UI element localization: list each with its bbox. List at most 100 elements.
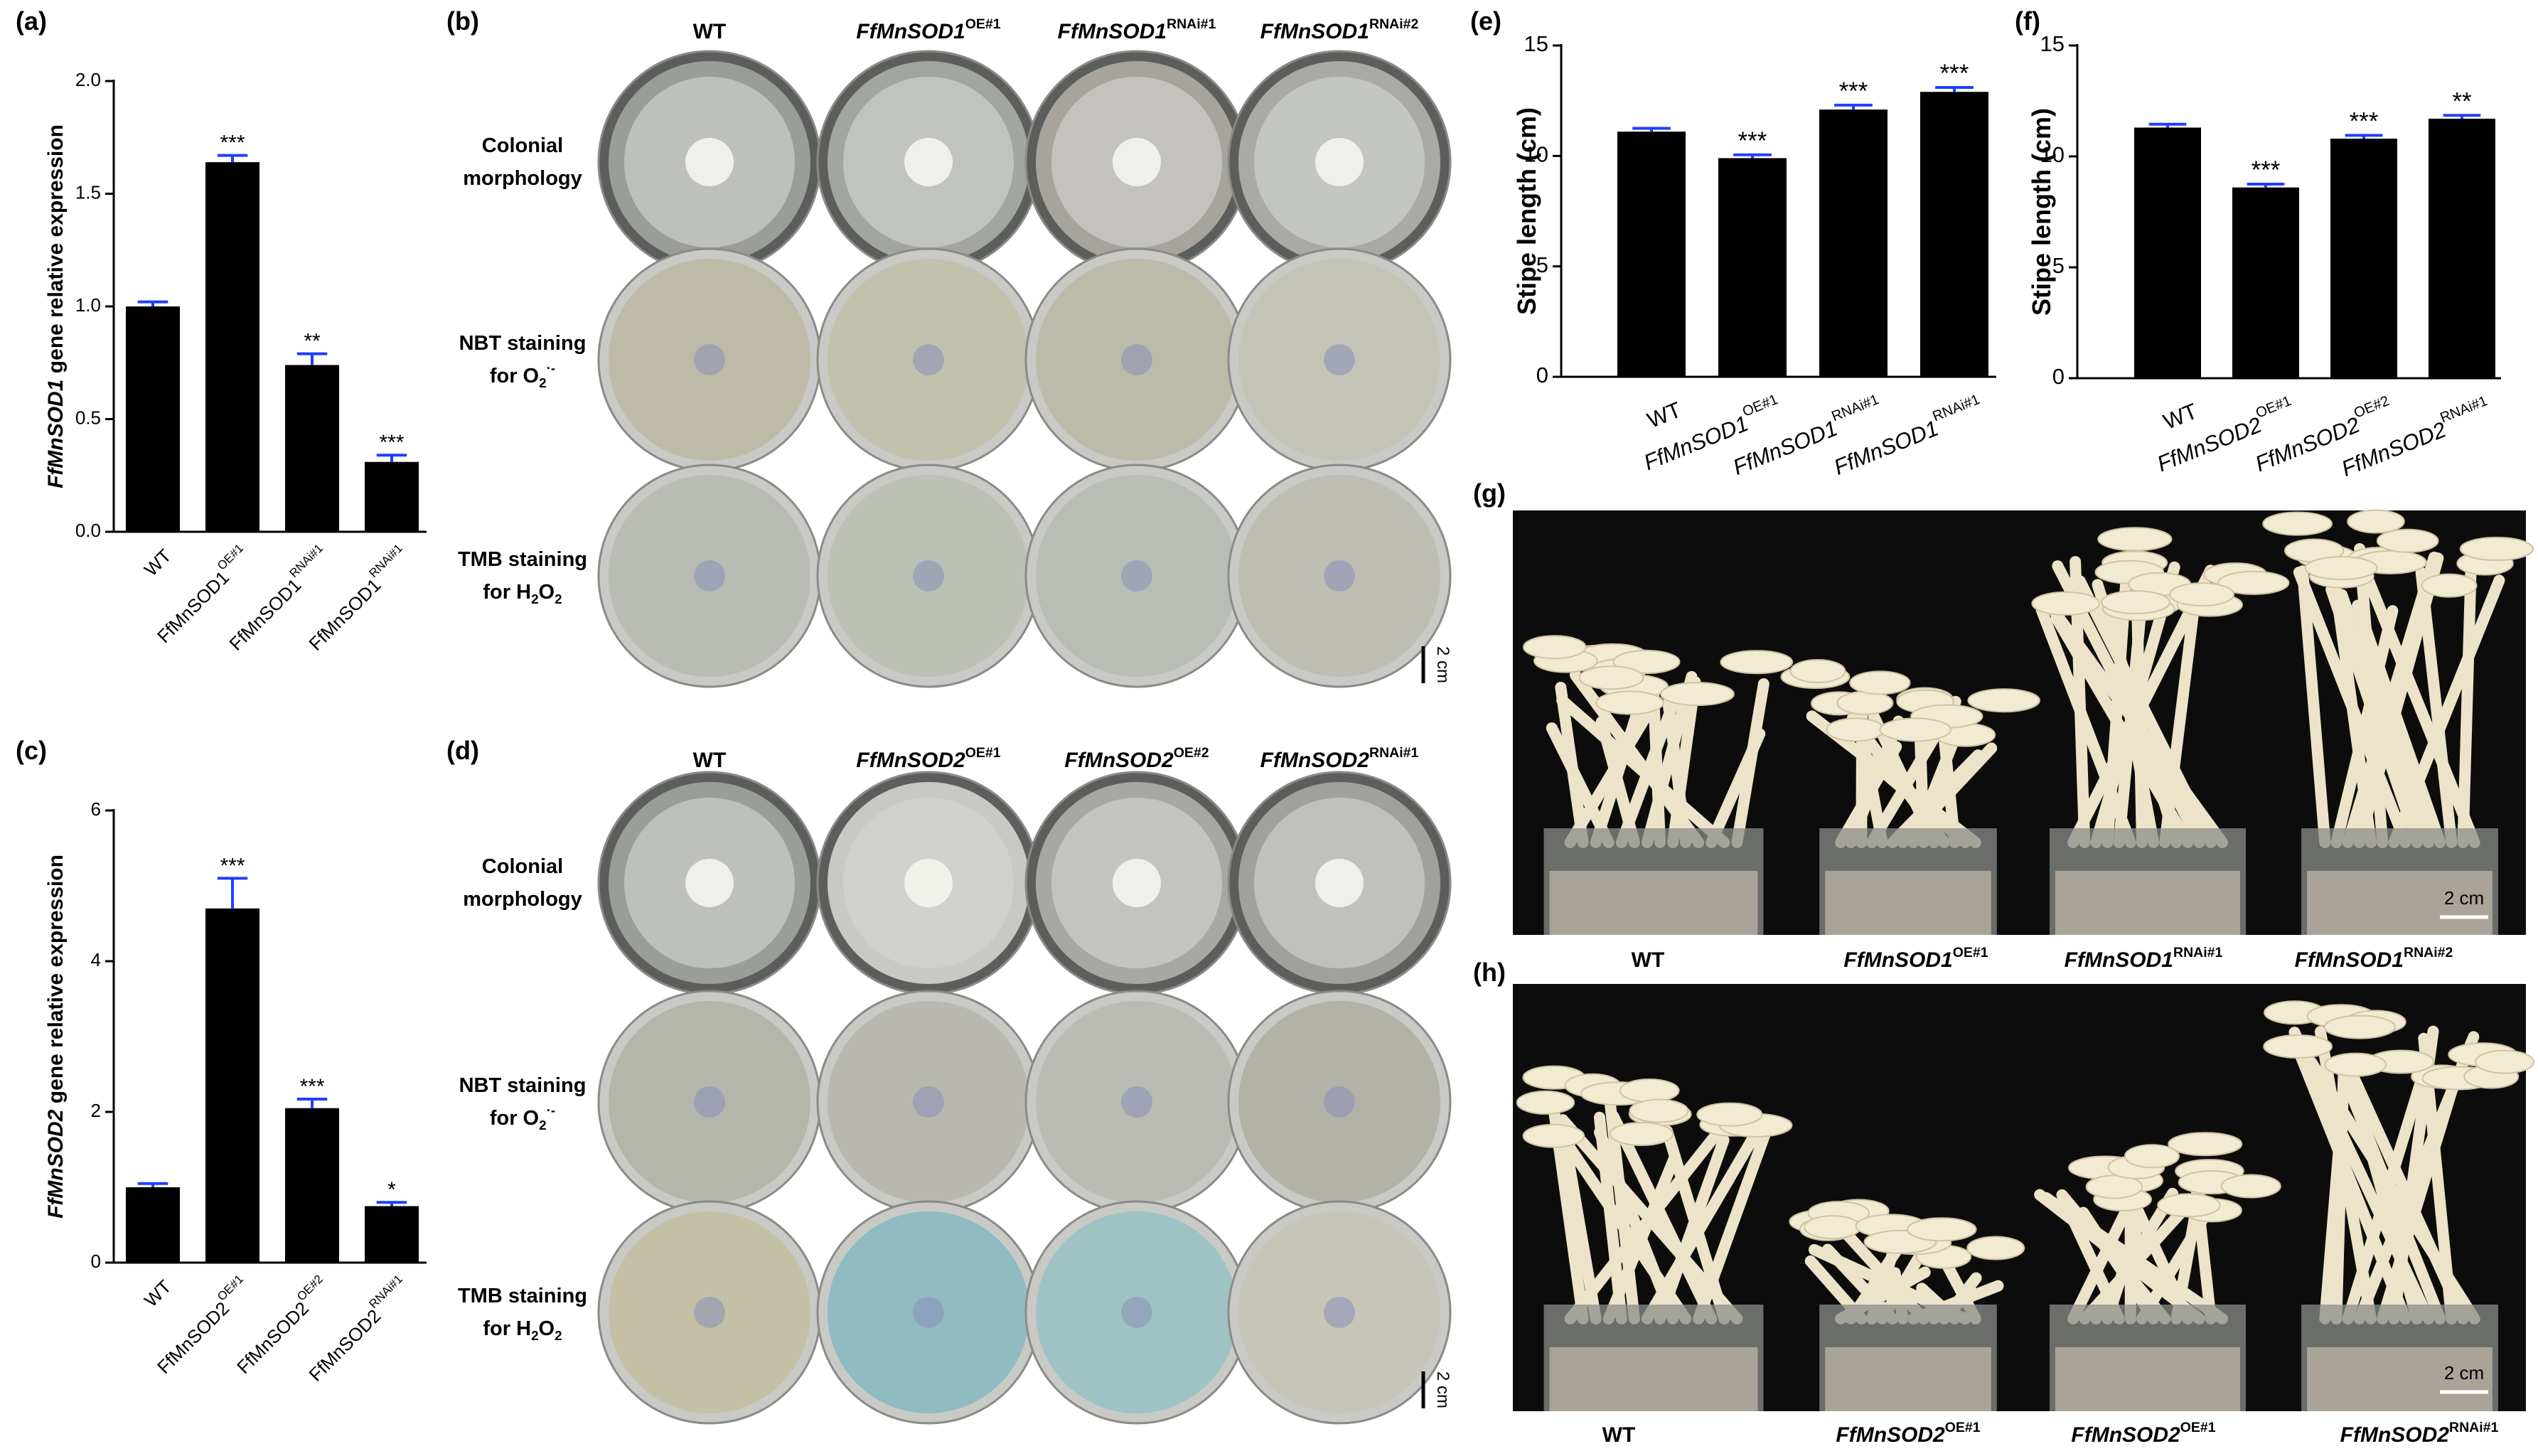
cap	[2220, 1174, 2281, 1199]
stipe	[2296, 565, 2331, 848]
text-segment: FfMnSOD2	[1260, 749, 1370, 772]
cap	[1595, 690, 1664, 715]
row-label: Colonial	[482, 855, 563, 878]
text-segment: FfMnSOD1	[2295, 948, 2404, 972]
y-axis-label: Stipe length (cm)	[1512, 107, 1541, 315]
panel-label: (b)	[446, 6, 479, 36]
bar	[2134, 127, 2201, 378]
cap	[1906, 1217, 1977, 1242]
text-segment: FfMnSOD2	[856, 749, 965, 772]
cap	[1836, 690, 1894, 715]
photo-caption: FfMnSOD1RNAi#2	[2295, 945, 2453, 972]
text-segment: O	[539, 1317, 555, 1340]
row-label: TMB staining	[458, 1285, 587, 1307]
y-tick-label: 5	[2052, 253, 2065, 278]
significance-label: ***	[2251, 156, 2281, 184]
significance-label: ***	[2350, 107, 2379, 135]
colony-center	[1315, 138, 1364, 186]
column-header: FfMnSOD2RNAi#1	[1260, 745, 1419, 772]
stipe	[1605, 1099, 1640, 1324]
row-label: NBT staining	[459, 332, 587, 355]
scale-label: 2 cm	[1433, 646, 1452, 683]
cap	[2157, 1193, 2221, 1218]
stipe	[1556, 694, 1730, 848]
cap	[1522, 635, 1587, 660]
colony-center	[1121, 560, 1152, 592]
cap	[2168, 1132, 2243, 1157]
cap	[2124, 1144, 2180, 1169]
stipe	[2289, 1037, 2411, 1324]
cap	[2323, 1015, 2396, 1039]
row-label: for O2·-	[490, 1103, 555, 1133]
bar	[205, 162, 259, 532]
cap	[1629, 1098, 1689, 1123]
y-tick-label: 10	[1524, 142, 1548, 167]
colony-center	[1121, 1086, 1152, 1118]
stipe	[2325, 584, 2423, 848]
stipe	[1557, 1114, 1743, 1324]
text-segment: FfMnSOD2	[2071, 1423, 2180, 1447]
text-segment: FfMnSOD2	[2340, 1423, 2450, 1447]
stipe	[2415, 567, 2458, 848]
stipe	[1731, 678, 1769, 848]
stipe	[1559, 1135, 1602, 1324]
stipe	[1558, 1134, 1692, 1324]
text-segment: WT	[693, 749, 727, 772]
significance-label: ***	[1839, 77, 1868, 105]
row-label: NBT staining	[459, 1074, 587, 1097]
stipe	[2035, 604, 2136, 848]
photo-caption: FfMnSOD2RNAi#1	[2340, 1420, 2499, 1447]
y-axis-label: FfMnSOD2 gene relative expression	[44, 855, 68, 1219]
text-segment: ·-	[547, 1103, 556, 1118]
text-segment: RNAi#1	[1167, 16, 1216, 32]
column-header: WT	[693, 20, 727, 43]
column-header: FfMnSOD1RNAi#1	[1058, 16, 1216, 43]
stipe	[2360, 568, 2480, 848]
text-segment: FfMnSOD1	[44, 380, 68, 488]
column-header: FfMnSOD2OE#1	[856, 745, 1000, 772]
colony-center	[904, 859, 953, 907]
cap	[1720, 650, 1794, 675]
colony-center	[1315, 859, 1364, 907]
significance-label: ***	[220, 132, 245, 155]
y-tick-label: 15	[1524, 31, 1548, 56]
cap	[2324, 1052, 2387, 1077]
y-tick-label: 5	[1536, 252, 1548, 277]
row-label: TMB staining	[458, 548, 587, 571]
photo-caption: FfMnSOD2OE#1	[2071, 1420, 2215, 1447]
cap	[1612, 649, 1681, 674]
text-segment: for H	[483, 1317, 531, 1340]
panel-label: (g)	[1473, 478, 1506, 508]
text-segment: RNAi#1	[2173, 945, 2223, 960]
bar	[126, 306, 180, 532]
substrate	[2055, 1347, 2241, 1411]
y-tick-label: 1.5	[75, 181, 101, 203]
text-segment: RNAi#2	[2404, 945, 2453, 960]
text-segment: OE#2	[1174, 745, 1209, 761]
colony-center	[913, 560, 944, 592]
significance-label: ***	[379, 431, 404, 454]
text-segment: WT	[693, 20, 727, 43]
bar	[1718, 158, 1787, 377]
photo-caption: FfMnSOD2OE#1	[1836, 1420, 1980, 1447]
bar	[1920, 92, 1988, 378]
text-segment: TMB staining	[458, 1285, 587, 1307]
colony-center	[694, 344, 725, 375]
bar	[2232, 187, 2299, 378]
stipe	[1837, 1224, 1929, 1324]
y-tick-label: 2.0	[75, 69, 101, 90]
text-segment: FfMnSOD1	[1843, 948, 1952, 972]
significance-label: ***	[299, 1075, 324, 1098]
colony-center	[685, 138, 734, 186]
cap	[2376, 528, 2439, 553]
text-segment: Colonial	[482, 134, 563, 157]
stipe	[2040, 594, 2228, 848]
y-tick-label: 2	[91, 1100, 101, 1121]
row-label: for O2·-	[490, 360, 555, 390]
cap	[1849, 670, 1911, 695]
substrate	[2307, 871, 2493, 935]
y-tick-label: 10	[2040, 142, 2065, 167]
cap	[2347, 509, 2405, 534]
colony-center	[913, 344, 944, 375]
